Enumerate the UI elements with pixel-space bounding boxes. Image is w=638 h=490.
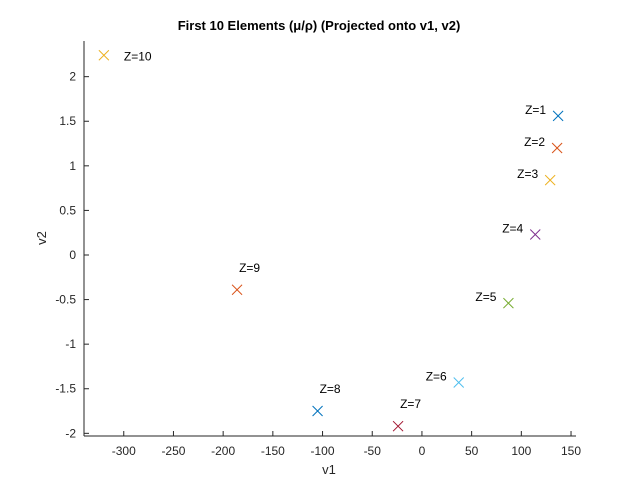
chart-title: First 10 Elements (μ/ρ) (Projected onto … [178,18,461,33]
y-tick-label: 0.5 [59,203,76,217]
point-label: Z=4 [502,221,523,235]
data-point: Z=8 [312,382,341,417]
y-tick-label: -2 [65,426,76,440]
x-tick-label: -300 [112,444,136,458]
plot-marks: Z=1 Z=2 Z=3 Z=4 Z=5 Z=6 Z=7 Z=8 Z=9 Z=10 [98,49,564,432]
point-label: Z=1 [525,103,546,117]
x-tick-label: -100 [311,444,335,458]
data-point: Z=10 [98,49,152,63]
y-tick-label: 1 [69,159,76,173]
plot-axes: -300 -250 -200 -150 -100 -50 0 50 100 150 -2 -1.5 -1… [55,41,581,458]
x-tick-label: 150 [561,444,581,458]
point-label: Z=3 [517,167,538,181]
data-point: Z=1 [525,103,564,122]
y-tick-label: 2 [69,70,76,84]
x-tick-label: -250 [161,444,185,458]
y-axis-label: v2 [34,231,49,245]
y-tick-label: -1 [65,337,76,351]
point-marker-stroke [453,377,465,388]
data-point: Z=6 [426,370,465,388]
data-point: Z=3 [517,167,556,186]
point-marker-stroke [551,142,563,154]
x-tick-label: 0 [419,444,426,458]
point-label: Z=2 [524,135,545,149]
point-marker-stroke [529,229,541,240]
data-point: Z=2 [524,135,563,154]
point-marker-stroke [552,110,564,122]
data-point: Z=9 [231,261,260,296]
point-marker-stroke [392,420,404,432]
x-tick-label: -150 [261,444,285,458]
data-point: Z=5 [475,290,514,309]
x-tick-label: -50 [364,444,382,458]
x-tick-label: 100 [511,444,531,458]
x-axis-label: v1 [322,462,336,477]
point-marker-stroke [98,49,110,61]
point-label: Z=10 [124,49,152,63]
point-marker-stroke [503,297,514,309]
x-tick-label: 50 [465,444,479,458]
data-point: Z=7 [392,397,421,432]
point-label: Z=7 [400,397,421,411]
y-tick-label: 0 [69,248,76,262]
y-tick-label: -0.5 [55,293,76,307]
point-label: Z=9 [239,261,260,275]
point-label: Z=5 [475,290,496,304]
point-marker-stroke [231,284,243,296]
point-label: Z=8 [320,382,341,396]
y-tick-label: 1.5 [59,114,76,128]
x-tick-label: -200 [211,444,235,458]
data-point: Z=4 [502,221,541,240]
point-marker-stroke [544,174,556,186]
y-tick-label: -1.5 [55,382,76,396]
point-label: Z=6 [426,370,447,384]
point-marker-stroke [312,405,323,417]
